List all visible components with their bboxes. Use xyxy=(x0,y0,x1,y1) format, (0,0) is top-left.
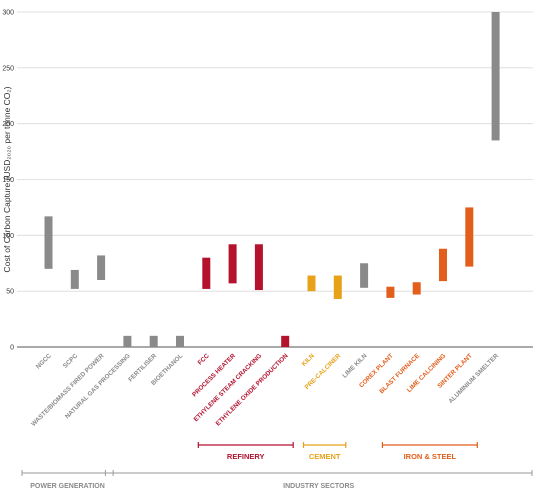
y-axis: 0 50 100 150 200 250 300 Cost of Carbon Capture… xyxy=(2,10,14,352)
y-tick-label: 150 xyxy=(2,177,14,184)
y-tick-label: 200 xyxy=(2,121,14,128)
bars xyxy=(44,12,500,347)
y-axis-title: Cost of Carbon Capture (USD₂₀₂₀ per tonn… xyxy=(2,86,12,272)
category-label: FCC xyxy=(197,352,211,366)
range-bar xyxy=(44,216,53,269)
range-bar xyxy=(281,335,290,347)
y-tick-label: 0 xyxy=(10,345,14,352)
range-bar xyxy=(439,248,447,282)
group-label: IRON & STEEL xyxy=(404,452,457,461)
range-bar xyxy=(97,255,106,280)
group-label: CEMENT xyxy=(309,452,341,461)
range-bar xyxy=(386,286,395,298)
y-tick-label: 100 xyxy=(2,233,14,240)
range-bar xyxy=(412,282,421,295)
category-label: ALUMINIUM SMELTER xyxy=(447,352,500,405)
group-brackets: REFINERY CEMENT IRON & STEEL POWER GENERATI… xyxy=(21,442,533,490)
range-bar xyxy=(228,244,237,284)
category-label: LIME KILN xyxy=(341,352,369,380)
range-bar xyxy=(307,275,316,292)
y-tick-label: 50 xyxy=(6,289,14,296)
y-tick-label: 250 xyxy=(2,65,14,72)
range-bar xyxy=(202,257,211,289)
range-bar xyxy=(70,269,79,289)
sector-label: POWER GENERATION xyxy=(30,483,105,490)
range-bar xyxy=(123,335,132,347)
range-bar xyxy=(333,275,342,299)
category-label: SCPC xyxy=(62,352,80,370)
range-bar xyxy=(176,335,184,347)
range-bar xyxy=(254,244,263,291)
category-label: NGCC xyxy=(35,352,53,370)
range-bar xyxy=(360,263,369,288)
sector-label: INDUSTRY SECTORS xyxy=(283,483,354,490)
gridlines xyxy=(17,11,533,348)
range-bar xyxy=(149,335,158,347)
range-bar xyxy=(465,207,474,267)
range-bar xyxy=(491,12,500,141)
y-tick-label: 300 xyxy=(2,10,14,17)
group-label: REFINERY xyxy=(227,452,265,461)
category-label: KILN xyxy=(301,352,317,368)
